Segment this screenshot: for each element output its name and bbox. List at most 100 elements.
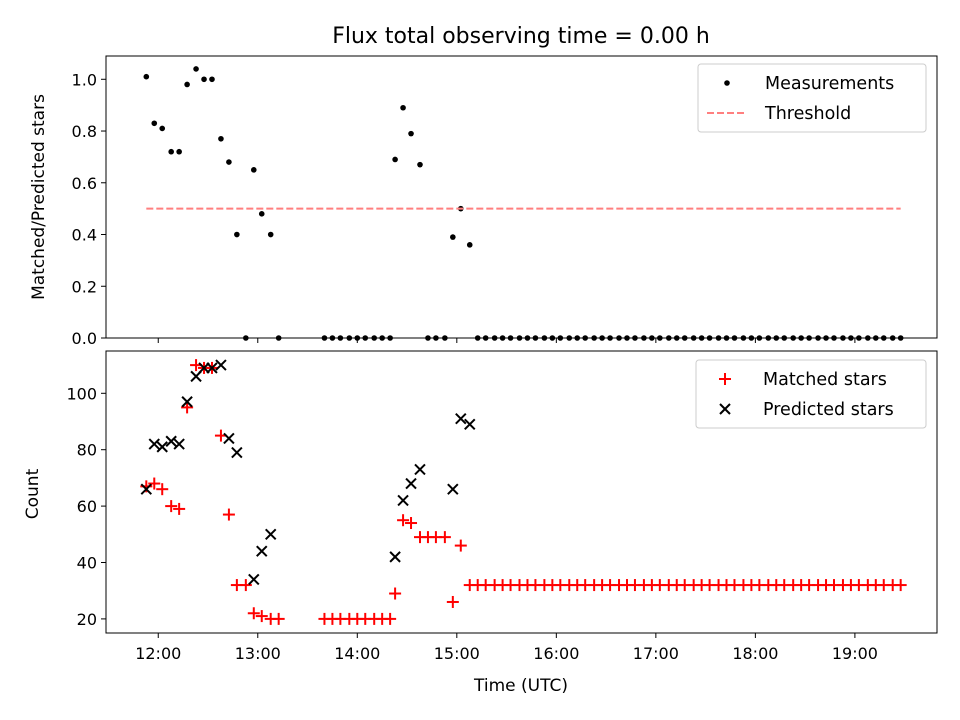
measurement-point bbox=[765, 335, 772, 341]
measurement-point bbox=[532, 335, 539, 341]
x-tick-label: 18:00 bbox=[732, 644, 778, 663]
measurement-point bbox=[773, 335, 780, 341]
predicted-stars-point bbox=[223, 432, 235, 445]
measurement-point bbox=[417, 161, 423, 168]
measurement-point bbox=[329, 335, 336, 341]
matched-stars-point bbox=[148, 477, 161, 490]
measurement-point bbox=[516, 335, 523, 341]
measurement-point bbox=[715, 335, 722, 341]
top-y-tick-label: 0.6 bbox=[72, 174, 97, 193]
measurement-point bbox=[815, 335, 821, 341]
matched-stars-point bbox=[239, 579, 252, 592]
measurement-point bbox=[557, 335, 564, 341]
legend-matched-label: Matched stars bbox=[763, 370, 887, 390]
legend-measurements-marker bbox=[724, 80, 730, 86]
measurement-point bbox=[507, 335, 514, 341]
matched-stars-point bbox=[165, 500, 178, 513]
predicted-stars-point bbox=[173, 438, 185, 450]
measurement-point bbox=[690, 335, 697, 341]
measurement-point bbox=[275, 335, 282, 341]
measurement-point bbox=[591, 335, 597, 341]
x-tick-label: 16:00 bbox=[533, 644, 579, 663]
measurement-point bbox=[433, 335, 439, 341]
measurement-point bbox=[599, 335, 605, 341]
measurement-point bbox=[649, 335, 655, 341]
measurement-point bbox=[193, 66, 199, 72]
top-legend: Measurements Threshold bbox=[697, 63, 927, 133]
measurement-point bbox=[865, 335, 871, 341]
measurement-point bbox=[549, 335, 556, 341]
measurement-point bbox=[880, 335, 887, 341]
measurement-point bbox=[491, 335, 498, 341]
measurement-point bbox=[681, 335, 688, 341]
measurement-point bbox=[723, 335, 730, 341]
bottom-y-tick-label: 60 bbox=[77, 497, 97, 516]
predicted-stars-point bbox=[265, 528, 277, 541]
measurement-point bbox=[258, 211, 265, 217]
measurement-point bbox=[442, 335, 448, 341]
predicted-stars-point bbox=[447, 483, 459, 495]
matched-stars-point bbox=[894, 579, 907, 592]
x-tick-label: 17:00 bbox=[633, 644, 679, 663]
measurement-point bbox=[582, 335, 588, 341]
measurement-point bbox=[541, 335, 548, 341]
measurement-point bbox=[226, 159, 232, 165]
measurement-point bbox=[616, 335, 622, 341]
x-tick-label: 15:00 bbox=[434, 644, 480, 663]
measurement-point bbox=[856, 335, 862, 341]
measurement-point bbox=[566, 335, 573, 341]
top-y-tick-label: 0.0 bbox=[72, 329, 97, 348]
measurement-point bbox=[184, 81, 190, 88]
bottom-marks bbox=[140, 359, 907, 625]
measurement-point bbox=[466, 242, 473, 248]
predicted-stars-point bbox=[206, 362, 218, 374]
top-y-ticks: 0.0 0.2 0.4 0.6 0.8 1.0 bbox=[72, 70, 106, 348]
bottom-x-ticks: 12:00 13:00 14:00 15:00 16:00 17:00 18:00 19:00 bbox=[135, 633, 878, 663]
top-panel: 0.0 0.2 0.4 0.6 0.8 1.0 Matched/Predicted sta… bbox=[29, 55, 938, 348]
measurement-point bbox=[400, 104, 406, 111]
measurement-point bbox=[321, 335, 328, 341]
measurement-point bbox=[151, 120, 158, 127]
predicted-stars-point bbox=[156, 441, 168, 453]
matched-stars-point bbox=[156, 483, 169, 496]
measurement-point bbox=[823, 335, 829, 341]
measurement-point bbox=[387, 335, 393, 341]
top-marks bbox=[143, 66, 904, 341]
x-axis-label: Time (UTC) bbox=[473, 676, 568, 696]
measurement-point bbox=[243, 335, 249, 341]
measurement-point bbox=[379, 335, 385, 341]
measurement-point bbox=[176, 148, 182, 155]
measurement-point bbox=[657, 335, 663, 341]
measurement-point bbox=[698, 335, 705, 341]
top-y-tick-label: 0.2 bbox=[72, 277, 97, 296]
chart-title: Flux total observing time = 0.00 h bbox=[332, 24, 710, 49]
predicted-stars-point bbox=[231, 446, 243, 459]
measurement-point bbox=[665, 335, 672, 341]
measurement-point bbox=[408, 130, 414, 137]
x-tick-label: 13:00 bbox=[235, 644, 281, 663]
legend-threshold-label: Threshold bbox=[764, 104, 851, 124]
measurement-point bbox=[756, 335, 763, 341]
measurement-point bbox=[872, 335, 879, 341]
predicted-stars-point bbox=[455, 412, 467, 425]
bottom-y-tick-label: 80 bbox=[77, 441, 97, 460]
measurement-point bbox=[889, 335, 896, 341]
measurement-point bbox=[524, 335, 531, 341]
matched-stars-point bbox=[454, 539, 467, 552]
matched-stars-point bbox=[389, 587, 402, 600]
bottom-y-axis-label: Count bbox=[23, 468, 43, 519]
matched-stars-point bbox=[181, 401, 194, 414]
matched-stars-point bbox=[384, 612, 397, 625]
matched-stars-point bbox=[173, 502, 186, 515]
predicted-stars-point bbox=[405, 477, 417, 490]
x-tick-label: 19:00 bbox=[832, 644, 878, 663]
matched-stars-point bbox=[397, 514, 410, 527]
top-legend-box bbox=[697, 63, 927, 133]
measurement-point bbox=[250, 167, 257, 173]
measurement-point bbox=[798, 335, 804, 341]
measurement-point bbox=[748, 335, 755, 341]
legend-predicted-marker bbox=[719, 403, 731, 415]
predicted-stars-point bbox=[165, 435, 177, 447]
matched-stars-point bbox=[222, 508, 235, 521]
predicted-stars-point bbox=[397, 494, 409, 507]
